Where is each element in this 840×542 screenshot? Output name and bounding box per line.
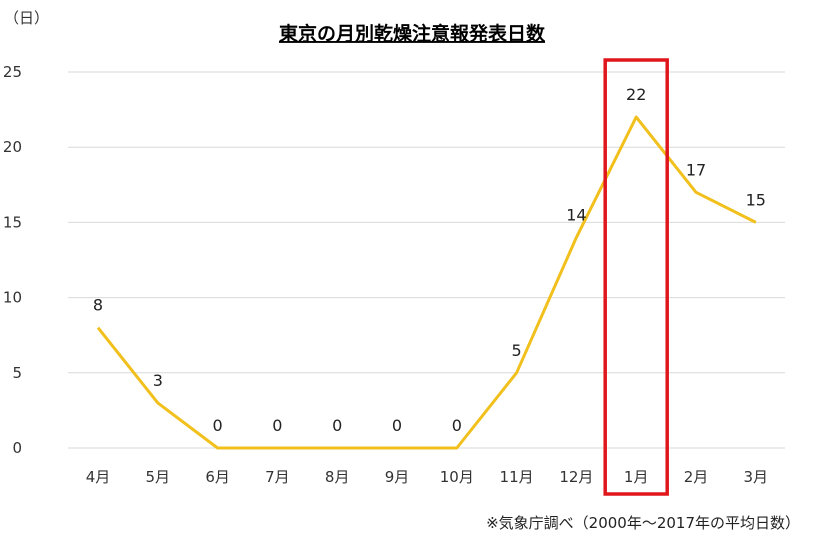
y-axis-ticks: 0 5 10 15 20 25 xyxy=(3,63,22,457)
x-tick-label: 9月 xyxy=(385,468,410,486)
y-tick-label: 25 xyxy=(3,63,22,81)
x-tick-label: 5月 xyxy=(146,468,171,486)
y-axis-unit: （日） xyxy=(4,9,49,27)
y-tick-label: 20 xyxy=(3,138,22,156)
x-tick-label: 8月 xyxy=(325,468,350,486)
y-tick-label: 5 xyxy=(12,364,22,382)
x-tick-label: 4月 xyxy=(86,468,111,486)
x-tick-label: 11月 xyxy=(500,468,534,486)
series-line xyxy=(96,115,757,450)
x-tick-label: 3月 xyxy=(744,468,769,486)
chart-title: 東京の月別乾燥注意報発表日数 xyxy=(279,22,546,45)
footnote: ※気象庁調べ（2000年〜2017年の平均日数） xyxy=(486,514,800,532)
data-label: 5 xyxy=(512,341,522,360)
data-label: 14 xyxy=(566,205,586,224)
x-tick-label: 10月 xyxy=(440,468,474,486)
x-tick-label: 2月 xyxy=(684,468,709,486)
y-tick-label: 15 xyxy=(3,213,22,231)
data-label: 3 xyxy=(153,371,163,390)
y-tick-label: 0 xyxy=(12,439,22,457)
data-label: 22 xyxy=(626,85,646,104)
data-label: 0 xyxy=(392,416,402,435)
x-tick-label: 12月 xyxy=(559,468,593,486)
data-label: 0 xyxy=(332,416,342,435)
x-tick-label: 1月 xyxy=(624,468,649,486)
data-label: 0 xyxy=(213,416,223,435)
data-label: 0 xyxy=(452,416,462,435)
data-label: 0 xyxy=(272,416,282,435)
gridlines xyxy=(68,71,785,449)
y-tick-label: 10 xyxy=(3,289,22,307)
highlight-box xyxy=(603,58,669,496)
data-label: 8 xyxy=(93,296,103,315)
data-labels: 8 3 0 0 0 0 0 5 14 22 17 15 xyxy=(93,85,766,435)
x-tick-label: 6月 xyxy=(205,468,230,486)
x-tick-label: 7月 xyxy=(265,468,290,486)
data-label: 17 xyxy=(686,160,706,179)
x-axis-ticks: 4月 5月 6月 7月 8月 9月 10月 11月 12月 1月 2月 3月 xyxy=(86,468,768,486)
data-label: 15 xyxy=(746,190,766,209)
